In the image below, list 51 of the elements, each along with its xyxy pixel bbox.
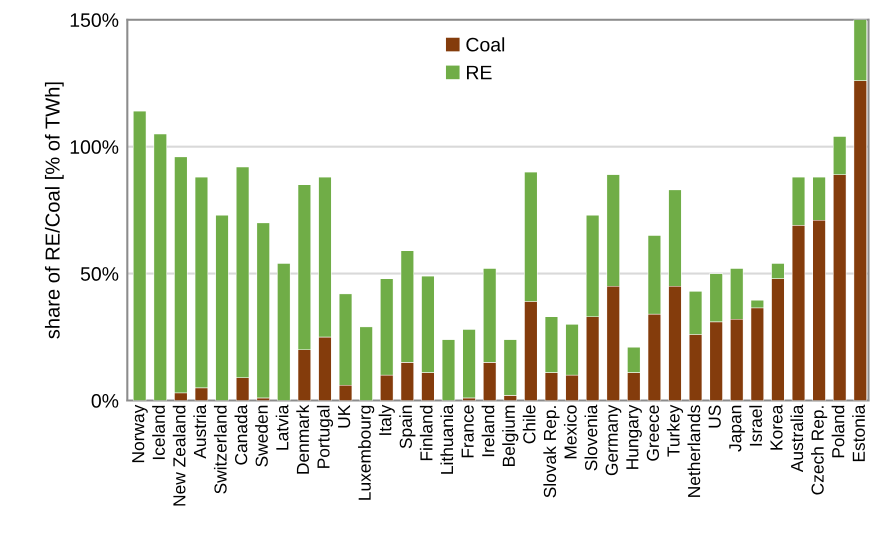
x-tick-label: Sweden — [255, 406, 268, 467]
x-tick-label: Greece — [646, 405, 660, 461]
y-tick-label: 150% — [70, 13, 118, 27]
bar — [215, 214, 229, 400]
x-tick-label: Italy — [378, 404, 395, 435]
bar — [256, 222, 270, 398]
x-tick-label: Spain — [399, 406, 416, 448]
x-tick-label: Austria — [193, 404, 206, 459]
x-tick-label: US — [708, 405, 721, 428]
x-tick-label: France — [462, 405, 474, 458]
x-tick-label: Mexico — [564, 405, 577, 458]
x-tick-label: Hungary — [626, 404, 642, 469]
x-tick-label: Australia — [790, 404, 804, 472]
legend-label: Coal — [466, 37, 504, 52]
x-tick-label: Switzerland — [214, 406, 227, 494]
bar — [277, 263, 290, 400]
x-tick-label: Norway — [132, 404, 148, 462]
x-tick-label: Iceland — [152, 406, 165, 460]
x-tick-label: Poland — [832, 406, 844, 458]
x-tick-label: Latvia — [276, 404, 288, 450]
bar — [442, 339, 456, 400]
y-tick-label: 50% — [80, 267, 118, 281]
x-tick-label: UK — [338, 404, 350, 428]
x-tick-label: Czech Rep. — [811, 406, 828, 494]
legend-label: RE — [467, 66, 492, 80]
x-tick-label: Netherlands — [687, 405, 700, 497]
bar — [359, 326, 373, 400]
x-tick-label: Estonia — [852, 404, 865, 462]
x-tick-label: Ireland — [482, 406, 494, 456]
x-tick-label: New Zealand — [172, 406, 186, 506]
x-tick-label: Finland — [420, 406, 433, 460]
bar — [154, 134, 167, 400]
x-tick-label: Lithuania — [440, 404, 454, 474]
x-tick-label: Japan — [729, 406, 745, 452]
x-tick-label: Denmark — [296, 404, 310, 474]
x-tick-label: Turkey — [666, 404, 684, 457]
x-tick-label: Luxembourg — [358, 406, 374, 500]
x-tick-label: Portugal — [316, 406, 334, 468]
y-tick-label: 0% — [92, 394, 118, 408]
x-tick-label: Slovak Rep. — [543, 406, 560, 498]
y-tick-label: 100% — [70, 140, 118, 154]
x-tick-label: Slovenia — [584, 404, 598, 470]
x-tick-label: Canada — [234, 404, 248, 465]
bar — [462, 329, 476, 398]
bar — [133, 110, 146, 400]
x-tick-label: Israel — [749, 406, 762, 446]
x-tick-label: Belgium — [502, 406, 518, 466]
x-tick-label: Korea — [770, 404, 783, 450]
x-tick-label: Germany — [606, 404, 622, 476]
y-axis-title: share of RE/Coal [% of TWh] — [44, 82, 64, 339]
x-tick-label: Chile — [522, 405, 536, 444]
